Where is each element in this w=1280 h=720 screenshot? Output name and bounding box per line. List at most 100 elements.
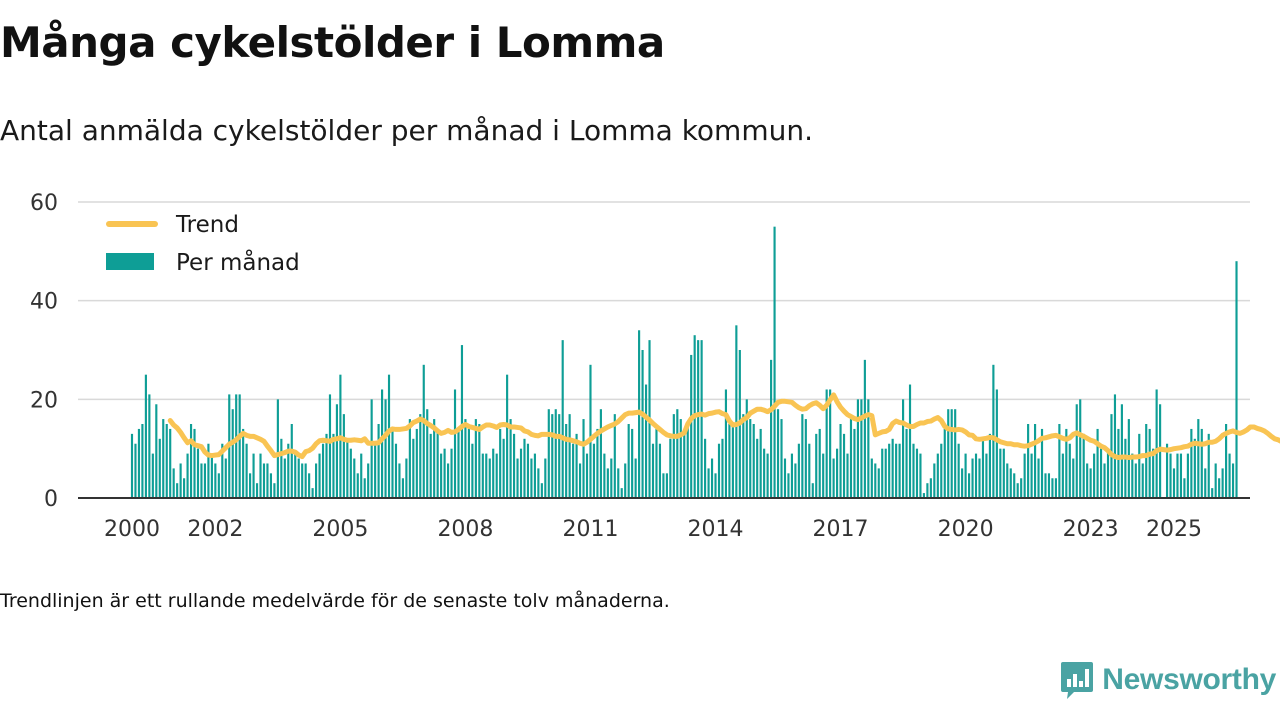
bar [1047, 473, 1051, 498]
y-tick-label: 60 [30, 191, 58, 216]
bar [950, 409, 953, 498]
bar [884, 448, 887, 498]
bar [301, 463, 304, 498]
bar [929, 478, 932, 498]
bar [801, 414, 804, 498]
bar [999, 448, 1002, 498]
bar [947, 409, 950, 498]
bar [367, 463, 370, 498]
bar [447, 463, 450, 498]
bar [926, 483, 929, 498]
bar [141, 424, 144, 498]
bar [408, 419, 411, 498]
bar [245, 443, 248, 498]
bar [974, 453, 978, 498]
x-tick-label: 2025 [1146, 517, 1202, 540]
y-axis-tick-labels: 0 20 40 60 [30, 191, 58, 512]
x-tick-label: 2005 [312, 517, 368, 540]
bar [269, 473, 273, 498]
bar [283, 458, 286, 498]
bar [235, 394, 238, 498]
bar [1006, 463, 1009, 498]
bar [912, 443, 915, 498]
bar [1037, 458, 1040, 498]
bar [804, 419, 807, 498]
bar [1200, 428, 1203, 498]
bar [440, 453, 443, 498]
bar [631, 428, 634, 498]
bar [495, 453, 498, 498]
bar [238, 394, 241, 498]
bar [770, 359, 773, 498]
bar [1103, 463, 1106, 498]
bar [829, 389, 832, 498]
bar [724, 389, 728, 498]
bar [818, 428, 821, 498]
bar [1131, 453, 1134, 498]
bar [620, 488, 623, 498]
bar [255, 483, 259, 498]
bar [189, 424, 193, 498]
bar [249, 473, 252, 498]
bar [1155, 389, 1158, 498]
bar [1068, 443, 1071, 498]
bar [415, 428, 418, 498]
bar [1106, 448, 1110, 498]
bar [624, 463, 627, 498]
bar [176, 483, 179, 498]
bar [676, 409, 679, 498]
bar [519, 448, 523, 498]
bar [426, 409, 429, 498]
x-tick-label: 2002 [187, 517, 243, 540]
bar [749, 419, 752, 498]
bar [898, 443, 901, 498]
bar [971, 458, 974, 498]
bar [1072, 458, 1075, 498]
bar [922, 493, 925, 498]
bar [526, 443, 530, 498]
bar [203, 463, 207, 498]
bar [578, 463, 582, 498]
bar [745, 399, 748, 498]
bar [374, 443, 377, 498]
bar [471, 443, 474, 498]
bar [1172, 468, 1176, 498]
bar [728, 424, 731, 498]
bar [259, 453, 262, 498]
bar [308, 473, 311, 498]
bar [419, 414, 422, 498]
bar [704, 438, 707, 498]
bar [759, 428, 762, 498]
bar [672, 414, 675, 498]
bar [669, 438, 672, 498]
bar [450, 448, 453, 498]
y-tick-label: 20 [30, 388, 58, 413]
bar [398, 463, 401, 498]
bar [1113, 394, 1117, 498]
bar [856, 399, 859, 498]
bar [1165, 443, 1169, 498]
bar [193, 428, 196, 498]
bar [776, 409, 780, 498]
bar [783, 458, 787, 498]
bar [523, 438, 526, 498]
legend-trend-label: Trend [175, 212, 239, 238]
bar [183, 478, 186, 498]
bar [134, 443, 137, 498]
bar [512, 433, 516, 498]
bar [714, 473, 717, 498]
bar [311, 488, 314, 498]
bar [217, 473, 220, 498]
bar [162, 419, 165, 498]
bar [780, 419, 783, 498]
bar [811, 483, 814, 498]
x-tick-label: 2000 [104, 517, 160, 540]
bar [137, 428, 141, 498]
x-axis-tick-labels: 2000 2002 2005 2008 2011 2014 2017 2020 2023 2025 [104, 517, 1202, 540]
bar [582, 419, 585, 498]
bar [321, 443, 325, 498]
bar [808, 443, 811, 498]
bar [700, 340, 703, 498]
bar [832, 458, 835, 498]
bar [381, 389, 384, 498]
